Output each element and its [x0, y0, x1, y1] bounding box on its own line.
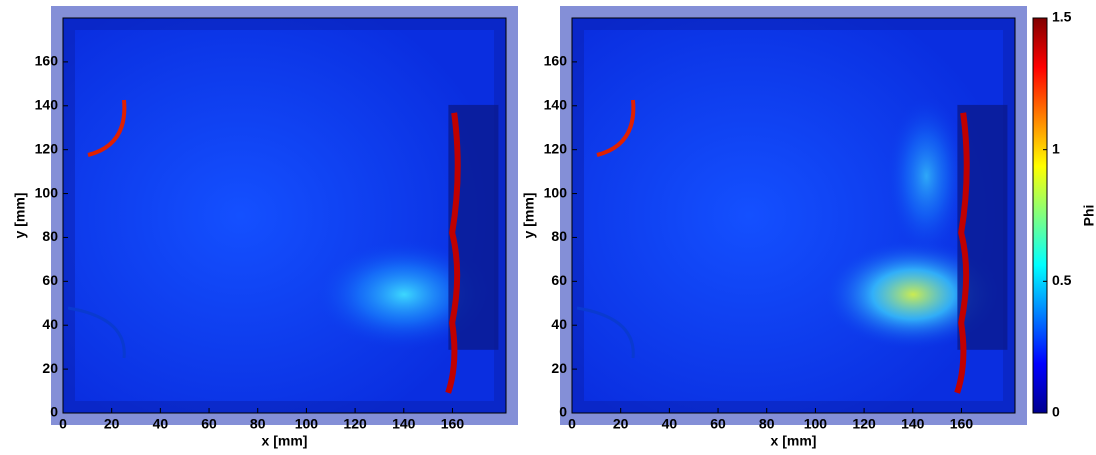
x-tick-label: 140 — [392, 416, 416, 432]
x-tick-label: 160 — [441, 416, 465, 432]
y-tick-label: 0 — [559, 404, 567, 420]
plot-frame — [62, 17, 507, 414]
y-tick-label: 120 — [544, 140, 568, 156]
y-tick-label: 140 — [35, 96, 59, 112]
x-tick-label: 100 — [295, 416, 319, 432]
plot-frame — [571, 17, 1016, 414]
x-tick-label: 100 — [804, 416, 828, 432]
y-tick-label: 120 — [35, 140, 59, 156]
x-tick-label: 20 — [104, 416, 120, 432]
heatmap-image — [560, 6, 1027, 425]
x-tick-label: 60 — [201, 416, 217, 432]
y-tick-label: 40 — [551, 316, 567, 332]
y-tick-label: 20 — [42, 360, 58, 376]
y-tick-label: 100 — [544, 184, 568, 200]
y-tick-label: 100 — [35, 184, 59, 200]
y-tick-label: 20 — [551, 360, 567, 376]
wall-edge — [954, 112, 970, 394]
window-arc — [87, 99, 127, 157]
x-tick-label: 40 — [153, 416, 169, 432]
colorbar-tick-label: 0.5 — [1052, 272, 1072, 288]
x-tick-label: 0 — [59, 416, 67, 432]
x-tick-label: 20 — [613, 416, 629, 432]
x-tick-label: 40 — [662, 416, 678, 432]
field — [63, 18, 506, 413]
y-tick-label: 60 — [42, 272, 58, 288]
x-tick-label: 120 — [343, 416, 367, 432]
plume-upper — [886, 96, 967, 256]
x-axis-label: x [mm] — [262, 433, 308, 449]
y-axis-label: y [mm] — [12, 193, 28, 239]
x-tick-label: 80 — [250, 416, 266, 432]
colorbar-tick-label: 0 — [1052, 404, 1060, 420]
window-arc-low — [576, 306, 635, 359]
y-tick-label: 80 — [42, 228, 58, 244]
heatmap-image — [51, 6, 518, 425]
y-tick-label: 40 — [42, 316, 58, 332]
y-tick-label: 160 — [35, 53, 59, 69]
colorbar-label: Phi — [1081, 205, 1096, 227]
y-tick-label: 60 — [551, 272, 567, 288]
y-tick-label: 0 — [50, 404, 58, 420]
y-axis-label: y [mm] — [521, 193, 537, 239]
colorbar — [1032, 17, 1048, 414]
x-tick-label: 140 — [901, 416, 925, 432]
y-tick-label: 160 — [544, 53, 568, 69]
window-arc — [596, 99, 636, 157]
x-tick-label: 0 — [568, 416, 576, 432]
colorbar-tick-label: 1.5 — [1052, 9, 1072, 25]
x-tick-label: 120 — [852, 416, 876, 432]
x-axis-label: x [mm] — [771, 433, 817, 449]
window-arc-low — [67, 306, 126, 359]
colorbar-tick-label: 1 — [1052, 140, 1060, 156]
x-tick-label: 160 — [950, 416, 974, 432]
x-tick-label: 80 — [759, 416, 775, 432]
y-tick-label: 140 — [544, 96, 568, 112]
wall-edge — [445, 112, 461, 394]
y-tick-label: 80 — [551, 228, 567, 244]
x-tick-label: 60 — [710, 416, 726, 432]
